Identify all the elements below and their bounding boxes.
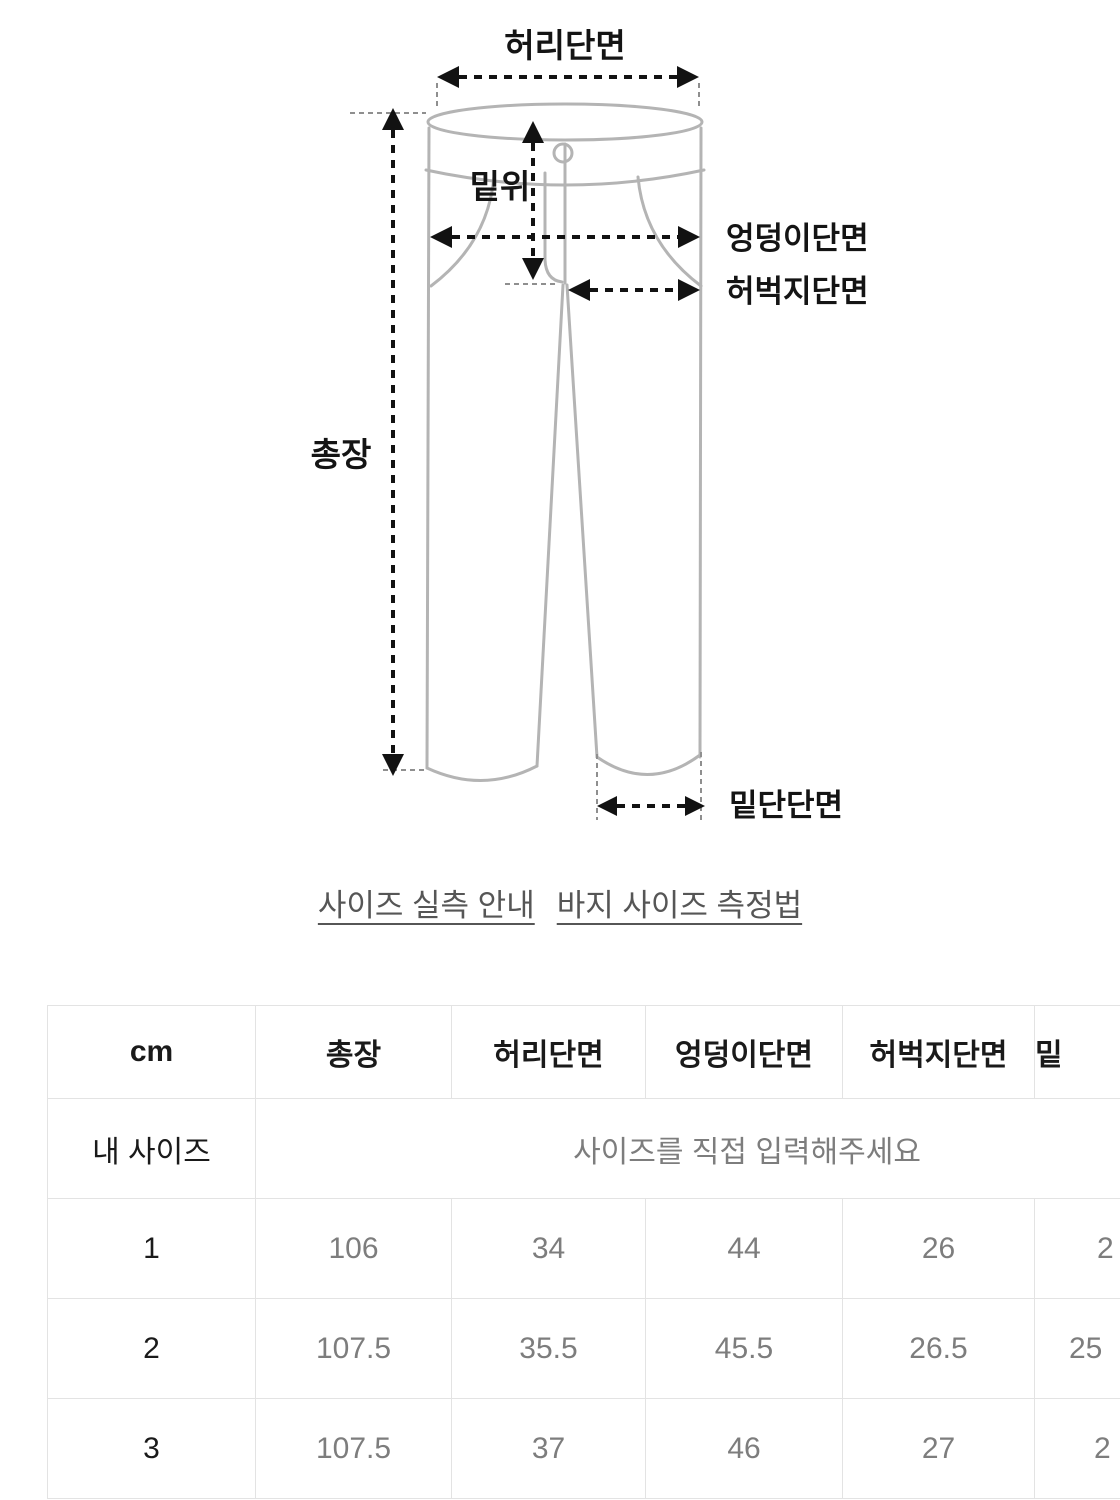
measure-guides [350, 83, 702, 820]
value-cell: 106 [255, 1198, 452, 1299]
waist-arrow [437, 66, 699, 88]
hem-arrow [597, 796, 705, 816]
label-waist: 허리단면 [504, 27, 625, 64]
left-pocket-line [429, 175, 496, 288]
pants-outline [424, 102, 706, 782]
value-cell: 34 [451, 1198, 646, 1299]
col-header-clipped: 밑 [1034, 1005, 1120, 1099]
value-cell-clipped: 25 [1034, 1298, 1120, 1399]
unit-header: cm [47, 1005, 256, 1099]
value-cell: 27 [842, 1398, 1035, 1499]
size-1-label: 1 [47, 1198, 256, 1299]
value-cell: 35.5 [451, 1298, 646, 1399]
hip-arrow [430, 226, 700, 248]
label-total-length: 총장 [311, 436, 372, 473]
thigh-arrow [568, 279, 700, 301]
pants-measure-method-link[interactable]: 바지 사이즈 측정법 [556, 888, 803, 923]
value-cell: 107.5 [255, 1298, 452, 1399]
value-cell: 37 [451, 1398, 646, 1499]
pants-measurement-diagram: 허리단면 밑위 엉덩이단면 허벅지단면 총장 밑단단면 [311, 27, 869, 823]
label-thigh: 허벅지단면 [726, 274, 869, 309]
table-row: 3 107.5 37 46 27 2 [47, 1398, 1120, 1499]
col-header-waist: 허리단면 [451, 1005, 646, 1099]
label-hem: 밑단단면 [729, 788, 843, 823]
value-cell: 45.5 [645, 1298, 843, 1399]
my-size-input[interactable]: 사이즈를 직접 입력해주세요 [255, 1098, 1120, 1199]
value-cell: 107.5 [255, 1398, 452, 1499]
size-measure-guide-link[interactable]: 사이즈 실측 안내 [317, 888, 535, 923]
col-header-thigh: 허벅지단면 [842, 1005, 1035, 1099]
size-3-label: 3 [47, 1398, 256, 1499]
size-table: cm 총장 허리단면 엉덩이단면 허벅지단면 밑 내 사이즈 사이즈를 직접 입… [47, 1005, 1120, 1499]
value-cell: 44 [645, 1198, 843, 1299]
value-cell: 26.5 [842, 1298, 1035, 1399]
my-size-label: 내 사이즈 [47, 1098, 256, 1199]
value-cell-clipped: 2 [1034, 1198, 1120, 1299]
table-row: 1 106 34 44 26 2 [47, 1198, 1120, 1299]
table-header-row: cm 총장 허리단면 엉덩이단면 허벅지단면 밑 [47, 1005, 1120, 1099]
value-cell: 46 [645, 1398, 843, 1499]
label-rise: 밑위 [470, 168, 531, 205]
size-table-wrap: cm 총장 허리단면 엉덩이단면 허벅지단면 밑 내 사이즈 사이즈를 직접 입… [47, 1005, 1120, 1499]
table-row: 2 107.5 35.5 45.5 26.5 25 [47, 1298, 1120, 1399]
pants-diagram-svg: 허리단면 밑위 엉덩이단면 허벅지단면 총장 밑단단면 [311, 27, 869, 823]
label-hip: 엉덩이단면 [726, 221, 869, 256]
value-cell: 26 [842, 1198, 1035, 1299]
total-length-arrow [382, 108, 404, 776]
size-2-label: 2 [47, 1298, 256, 1399]
right-pocket-line [636, 175, 703, 288]
col-header-total-length: 총장 [255, 1005, 452, 1099]
col-header-hip: 엉덩이단면 [645, 1005, 843, 1099]
size-guide-links: 사이즈 실측 안내 바지 사이즈 측정법 [0, 886, 1120, 926]
value-cell-clipped: 2 [1034, 1398, 1120, 1499]
my-size-row: 내 사이즈 사이즈를 직접 입력해주세요 [47, 1098, 1120, 1199]
waist-button-icon [552, 142, 574, 164]
